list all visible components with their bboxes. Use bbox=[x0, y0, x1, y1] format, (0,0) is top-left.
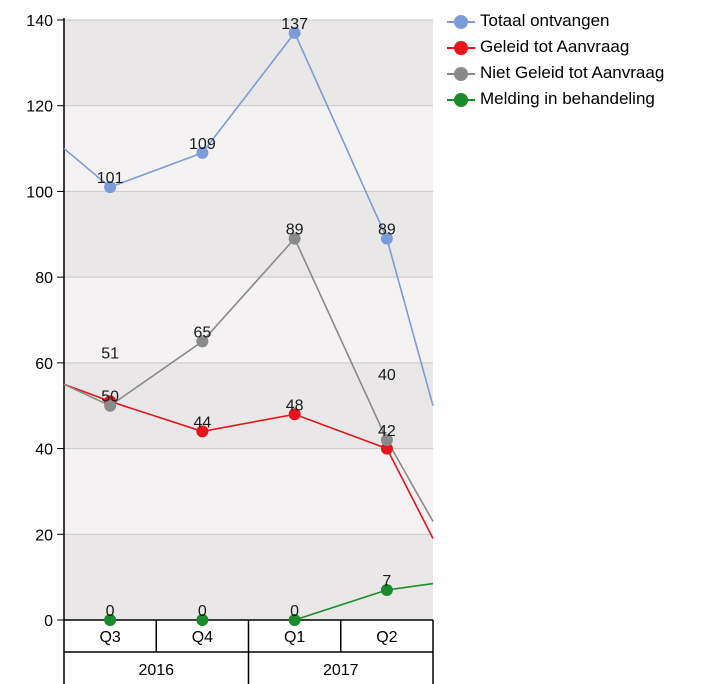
x-tick-label: Q1 bbox=[284, 629, 305, 646]
data-label: 65 bbox=[193, 324, 211, 341]
data-point-0 bbox=[380, 232, 393, 245]
plot-band bbox=[64, 534, 433, 620]
plot-band bbox=[64, 448, 433, 535]
data-label: 89 bbox=[286, 222, 304, 239]
y-tick-label: 20 bbox=[35, 527, 53, 544]
plot-band bbox=[64, 20, 433, 106]
data-point-2 bbox=[104, 399, 117, 412]
data-label: 44 bbox=[193, 414, 211, 431]
plot-band bbox=[64, 105, 433, 192]
legend-marker-icon bbox=[454, 93, 468, 107]
year-label: 2017 bbox=[323, 662, 359, 679]
data-point-1 bbox=[196, 425, 209, 438]
data-label: 0 bbox=[198, 603, 207, 620]
data-label: 48 bbox=[286, 397, 304, 414]
data-point-0 bbox=[104, 181, 117, 194]
data-label: 137 bbox=[281, 16, 308, 33]
legend-item-niet-geleid-tot-aanvraag: Niet Geleid tot Aanvraag bbox=[443, 60, 715, 86]
series-line-2 bbox=[63, 237, 434, 522]
y-tick-label: 120 bbox=[26, 99, 53, 116]
series-line-1 bbox=[63, 383, 434, 539]
data-point-3 bbox=[104, 614, 117, 626]
y-tick-label: 140 bbox=[26, 13, 53, 30]
legend-item-melding-in-behandeling: Melding in behandeling bbox=[443, 86, 715, 112]
legend-marker-icon bbox=[454, 41, 468, 55]
plot-band bbox=[64, 277, 433, 363]
data-point-0 bbox=[288, 26, 301, 39]
data-point-3 bbox=[196, 614, 209, 626]
data-label: 0 bbox=[106, 603, 115, 620]
data-label: 101 bbox=[97, 170, 124, 187]
data-label: 50 bbox=[101, 389, 119, 406]
data-point-1 bbox=[380, 442, 393, 455]
data-label: 89 bbox=[378, 222, 396, 239]
y-tick-label: 80 bbox=[35, 270, 53, 287]
x-tick-label: Q4 bbox=[192, 629, 213, 646]
data-point-3 bbox=[380, 584, 393, 596]
data-point-2 bbox=[380, 434, 393, 446]
year-label: 2016 bbox=[138, 662, 174, 679]
data-label: 0 bbox=[290, 603, 299, 620]
y-tick-label: 60 bbox=[35, 356, 53, 373]
legend-item-geleid-tot-aanvraag: Geleid tot Aanvraag bbox=[443, 34, 715, 60]
data-label: 109 bbox=[189, 136, 216, 153]
data-point-0 bbox=[196, 146, 209, 159]
legend-label: Geleid tot Aanvraag bbox=[480, 37, 630, 56]
data-point-2 bbox=[196, 335, 209, 348]
y-tick-label: 100 bbox=[26, 184, 53, 201]
data-point-2 bbox=[288, 232, 301, 245]
y-tick-label: 40 bbox=[35, 442, 53, 459]
data-point-3 bbox=[288, 614, 301, 626]
legend-item-totaal-ontvangen: Totaal ontvangen bbox=[443, 8, 715, 34]
chart-legend: Totaal ontvangen Geleid tot Aanvraag Nie… bbox=[443, 8, 715, 112]
x-tick-label: Q2 bbox=[376, 629, 397, 646]
data-label: 7 bbox=[382, 573, 391, 590]
series-line-0 bbox=[63, 31, 434, 406]
data-label: 42 bbox=[378, 423, 396, 440]
legend-marker-icon bbox=[454, 15, 468, 29]
legend-label: Totaal ontvangen bbox=[480, 11, 610, 30]
x-tick-label: Q3 bbox=[99, 629, 120, 646]
y-tick-label: 0 bbox=[44, 613, 53, 630]
legend-label: Niet Geleid tot Aanvraag bbox=[480, 63, 665, 82]
legend-marker-icon bbox=[454, 67, 468, 81]
data-label: 51 bbox=[101, 346, 119, 363]
legend-label: Melding in behandeling bbox=[480, 89, 655, 108]
data-label: 40 bbox=[378, 367, 396, 384]
data-point-1 bbox=[288, 408, 301, 421]
